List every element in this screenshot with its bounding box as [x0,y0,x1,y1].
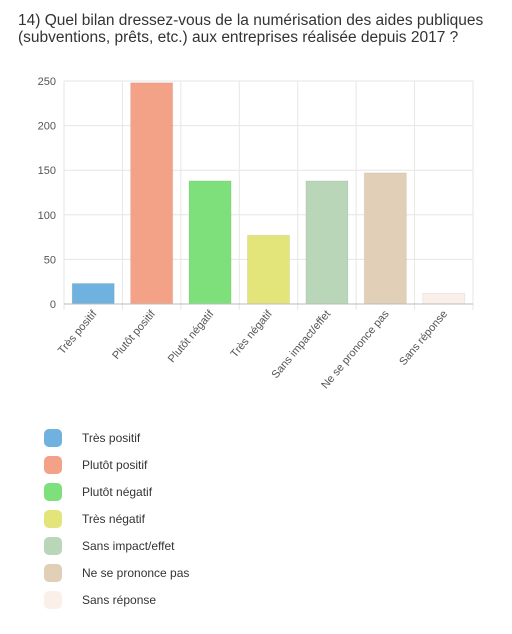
legend-item[interactable]: Sans réponse [44,586,189,613]
y-tick-label: 50 [44,254,56,266]
legend-swatch [44,509,62,528]
y-tick-label: 0 [50,299,56,311]
legend-item[interactable]: Plutôt positif [44,451,189,478]
legend-item[interactable]: Très positif [44,424,189,451]
bar-1 [71,282,115,305]
bar-3 [188,180,232,305]
legend-label: Sans réponse [82,592,157,607]
bar-7 [422,292,466,305]
bar-2 [130,82,174,305]
bar-6 [363,172,407,305]
x-tick-label: Sans impact/effet [270,308,334,381]
x-tick-label: Très négatif [229,308,276,361]
y-tick-label: 250 [38,76,56,88]
legend-item[interactable]: Ne se prononce pas [44,559,189,586]
legend-swatch [44,455,62,474]
bar-4 [246,234,291,305]
legend-item[interactable]: Sans impact/effet [44,532,189,559]
legend-swatch [44,536,62,555]
legend-swatch [44,428,62,447]
legend-label: Ne se prononce pas [82,565,190,580]
legend-swatch [44,590,62,609]
y-tick-label: 200 [38,121,56,133]
legend-label: Plutôt positif [82,457,148,472]
y-tick-label: 150 [38,165,56,177]
x-tick-label: Plutôt positif [110,307,158,361]
chart-legend: Très positif Plutôt positif Plutôt négatif… [44,424,189,613]
bar-5 [305,180,349,305]
legend-swatch [44,563,62,582]
legend-item[interactable]: Plutôt négatif [44,478,189,505]
chart-title: 14) Quel bilan dressez-vous de la numéri… [18,12,484,46]
x-tick-label: Ne se prononce pas [319,308,392,392]
legend-label: Très positif [82,430,141,445]
legend-label: Très négatif [82,511,145,526]
x-tick-label: Plutôt négatif [166,307,217,365]
legend-swatch [44,482,62,501]
x-tick-label: Très positif [56,307,100,356]
x-tick-label: Sans réponse [397,308,450,368]
y-tick-label: 100 [38,210,56,222]
legend-label: Sans impact/effet [82,538,175,553]
bar-chart: 0 50 100 150 200 250 Très positif Plutôt positi… [38,76,474,392]
legend-label: Plutôt négatif [82,484,153,499]
legend-item[interactable]: Très négatif [44,505,189,532]
